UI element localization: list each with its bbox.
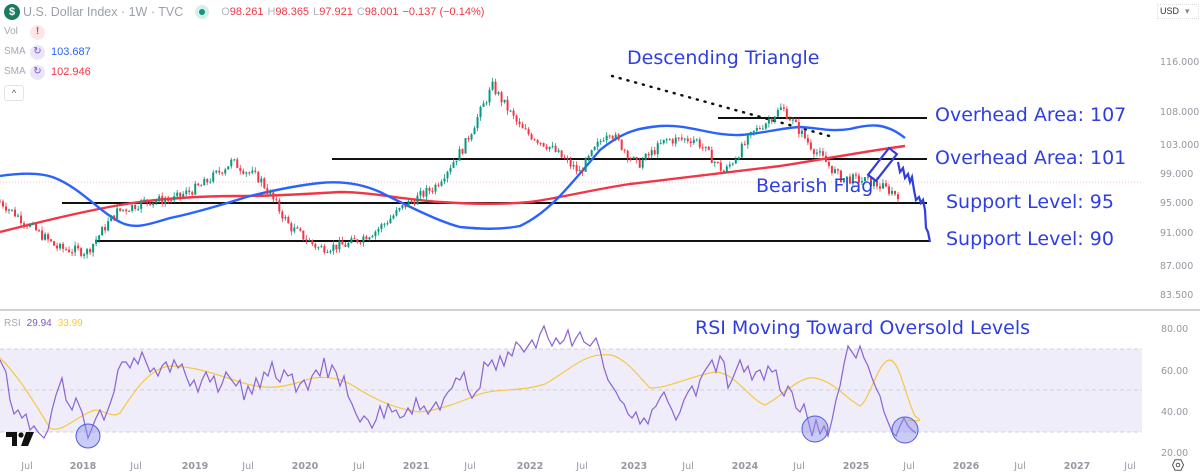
indicator-vol[interactable]: Vol !: [4, 22, 488, 42]
warning-icon[interactable]: !: [30, 24, 45, 40]
svg-text:2018: 2018: [70, 461, 97, 472]
indicator-sma-2[interactable]: SMA ↻ 102.946: [4, 62, 488, 82]
annotation-overhead-101: Overhead Area: 101: [935, 147, 1126, 169]
annotation-overhead-107: Overhead Area: 107: [935, 104, 1126, 126]
svg-text:95.000: 95.000: [1160, 198, 1193, 209]
annotation-bearish-flag: Bearish Flag: [756, 175, 873, 197]
sma-long-line: [0, 144, 906, 234]
indicator-sma-1[interactable]: SMA ↻ 103.687: [4, 42, 488, 62]
currency-selector[interactable]: USD ▾: [1157, 4, 1199, 19]
chart-legend: $ U.S. Dollar Index · 1W · TVC O 98.261 H…: [4, 2, 488, 103]
rsi-value: 29.94: [26, 318, 52, 329]
tradingview-logo-icon[interactable]: [6, 432, 36, 446]
rsi-ma-line: [0, 354, 921, 430]
svg-text:Jul: Jul: [902, 461, 914, 472]
svg-text:20.00: 20.00: [1161, 448, 1188, 459]
svg-text:Jul: Jul: [792, 461, 804, 472]
svg-text:2021: 2021: [403, 461, 429, 472]
rsi-band: [0, 349, 1142, 432]
settings-gear-icon[interactable]: [1172, 459, 1184, 471]
svg-text:103.000: 103.000: [1160, 140, 1199, 151]
time-axis[interactable]: Jul 2018 Jul 2019 Jul 2020 Jul 2021 Jul …: [20, 461, 1135, 472]
decline-path: [896, 161, 932, 243]
chevron-up-icon: ^: [11, 88, 17, 98]
sma-2-value: 102.946: [51, 66, 91, 78]
svg-text:Jul: Jul: [463, 461, 475, 472]
sma-short-line: [0, 124, 906, 230]
loading-icon[interactable]: ↻: [30, 64, 45, 80]
svg-text:99.000: 99.000: [1160, 169, 1193, 180]
rsi-line: [0, 324, 917, 441]
annotation-descending-triangle: Descending Triangle: [627, 47, 820, 69]
bearish-flag-box: [866, 146, 899, 183]
svg-text:2024: 2024: [732, 461, 759, 472]
oversold-circle-2018: [75, 423, 101, 449]
annotation-support-95: Support Level: 95: [946, 191, 1114, 213]
oversold-circle-2025: [891, 416, 919, 444]
ohlc-open: 98.261: [229, 6, 264, 18]
svg-text:40.00: 40.00: [1161, 407, 1188, 418]
svg-text:Jul: Jul: [1013, 461, 1025, 472]
svg-text:83.500: 83.500: [1160, 290, 1193, 301]
ohlc-close: 98.001: [364, 6, 399, 18]
loading-icon[interactable]: ↻: [30, 44, 45, 60]
annotation-support-90: Support Level: 90: [946, 228, 1114, 250]
rsi-legend: RSI 29.94 33.99: [4, 318, 83, 329]
svg-text:80.00: 80.00: [1161, 324, 1188, 335]
svg-text:Jul: Jul: [129, 461, 141, 472]
svg-text:2020: 2020: [292, 461, 319, 472]
svg-text:Jul: Jul: [20, 461, 32, 472]
rsi-ma-value: 33.99: [57, 318, 83, 329]
svg-text:Jul: Jul: [352, 461, 364, 472]
ohlc-high: 98.365: [275, 6, 310, 18]
svg-text:Jul: Jul: [681, 461, 693, 472]
sma-1-value: 103.687: [51, 46, 91, 58]
symbol-logo-icon: $: [4, 4, 20, 20]
chevron-down-icon: ▾: [1185, 6, 1190, 16]
collapse-legend-button[interactable]: ^: [4, 85, 24, 101]
ohlc-low: 97.921: [319, 6, 353, 18]
svg-text:60.00: 60.00: [1161, 366, 1188, 377]
symbol-row: $ U.S. Dollar Index · 1W · TVC O 98.261 H…: [4, 2, 488, 22]
ohlc-change: −0.137 (−0.14%): [402, 6, 485, 18]
svg-text:116.000: 116.000: [1160, 57, 1199, 68]
svg-text:91.000: 91.000: [1160, 228, 1193, 239]
oversold-circle-2024: [801, 415, 829, 443]
market-status-icon[interactable]: [195, 5, 210, 19]
rsi-axis[interactable]: 80.00 60.00 40.00 20.00: [1161, 324, 1188, 459]
svg-text:2027: 2027: [1064, 461, 1090, 472]
annotation-rsi-note: RSI Moving Toward Oversold Levels: [695, 317, 1030, 339]
svg-text:Jul: Jul: [241, 461, 253, 472]
svg-text:2022: 2022: [517, 461, 543, 472]
price-axis[interactable]: 116.000 108.000 103.000 99.000 95.000 91…: [1160, 57, 1199, 301]
svg-text:Jul: Jul: [1123, 461, 1135, 472]
candlesticks: [0, 77, 899, 259]
svg-text:2026: 2026: [953, 461, 980, 472]
symbol-title[interactable]: U.S. Dollar Index · 1W · TVC: [23, 5, 184, 19]
svg-text:108.000: 108.000: [1160, 107, 1199, 118]
svg-text:Jul: Jul: [575, 461, 587, 472]
svg-text:2019: 2019: [182, 461, 208, 472]
svg-text:2023: 2023: [621, 461, 647, 472]
svg-text:87.000: 87.000: [1160, 261, 1193, 272]
svg-text:2025: 2025: [843, 461, 869, 472]
